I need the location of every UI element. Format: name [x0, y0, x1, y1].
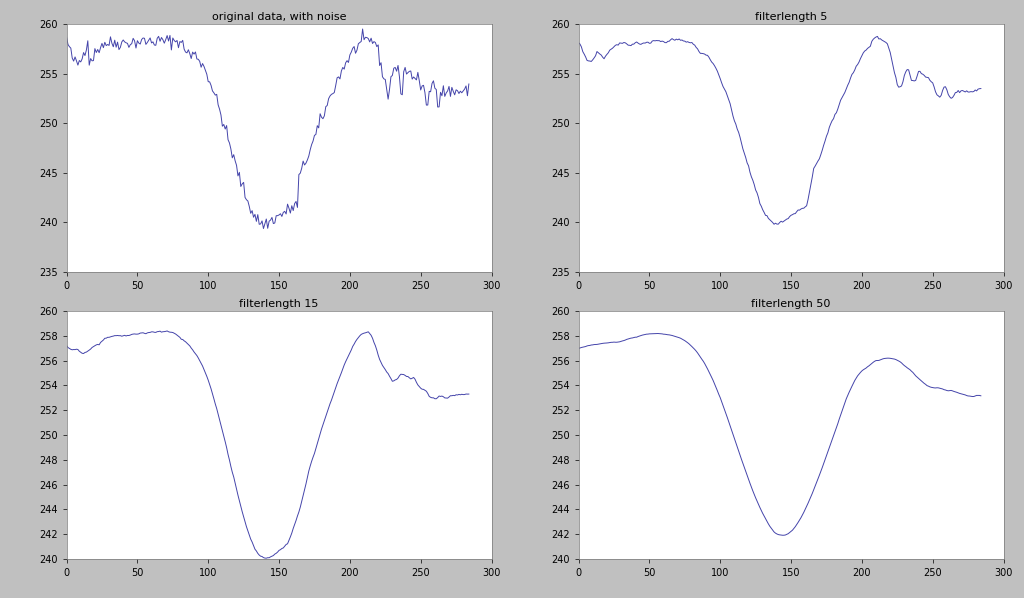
Title: filterlength 50: filterlength 50	[752, 299, 830, 309]
Title: original data, with noise: original data, with noise	[212, 12, 346, 22]
Title: filterlength 5: filterlength 5	[755, 12, 827, 22]
Title: filterlength 15: filterlength 15	[240, 299, 318, 309]
